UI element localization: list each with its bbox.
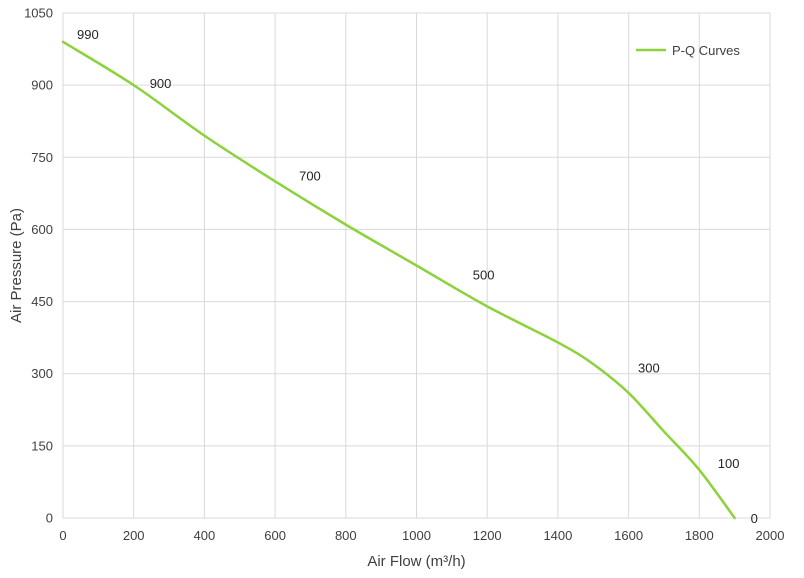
data-label-500: 500 [473,267,495,282]
y-tick-label-600: 600 [31,222,53,237]
x-tick-label-800: 800 [335,528,357,543]
y-tick-label-750: 750 [31,150,53,165]
y-tick-label-1050: 1050 [24,6,53,21]
legend: P-Q Curves [636,43,740,58]
data-label-700: 700 [299,168,321,183]
y-tick-label-900: 900 [31,78,53,93]
series-layer [61,40,736,520]
data-label-0: 0 [751,511,758,526]
x-tick-label-0: 0 [59,528,66,543]
series-line-p-q-curves [61,40,736,520]
x-tick-label-200: 200 [123,528,145,543]
grid-lines [62,12,771,519]
x-tick-label-1000: 1000 [402,528,431,543]
x-tick-label-1400: 1400 [543,528,572,543]
y-tick-label-0: 0 [46,511,53,526]
x-tick-label-1600: 1600 [614,528,643,543]
y-tick-label-150: 150 [31,438,53,453]
x-tick-label-1200: 1200 [473,528,502,543]
axis-ticks: 0 200 400 600 800 1000 1200 1400 1600 1800 2000015… [24,6,784,544]
x-axis-title: Air Flow (m³/h) [367,553,465,570]
y-axis-title: Air Pressure (Pa) [8,208,25,323]
x-tick-label-2000: 2000 [756,528,785,543]
data-label-990: 990 [77,27,99,42]
x-tick-label-1800: 1800 [685,528,714,543]
legend-label-p-q-curves: P-Q Curves [672,43,740,58]
x-tick-label-400: 400 [194,528,216,543]
data-label-100: 100 [718,456,740,471]
data-label-900: 900 [150,76,172,91]
data-label-300: 300 [638,361,660,376]
data-labels: 990 900 700 500 300 100 0 [77,27,758,526]
y-tick-label-450: 450 [31,294,53,309]
y-tick-label-300: 300 [31,366,53,381]
x-tick-label-600: 600 [264,528,286,543]
